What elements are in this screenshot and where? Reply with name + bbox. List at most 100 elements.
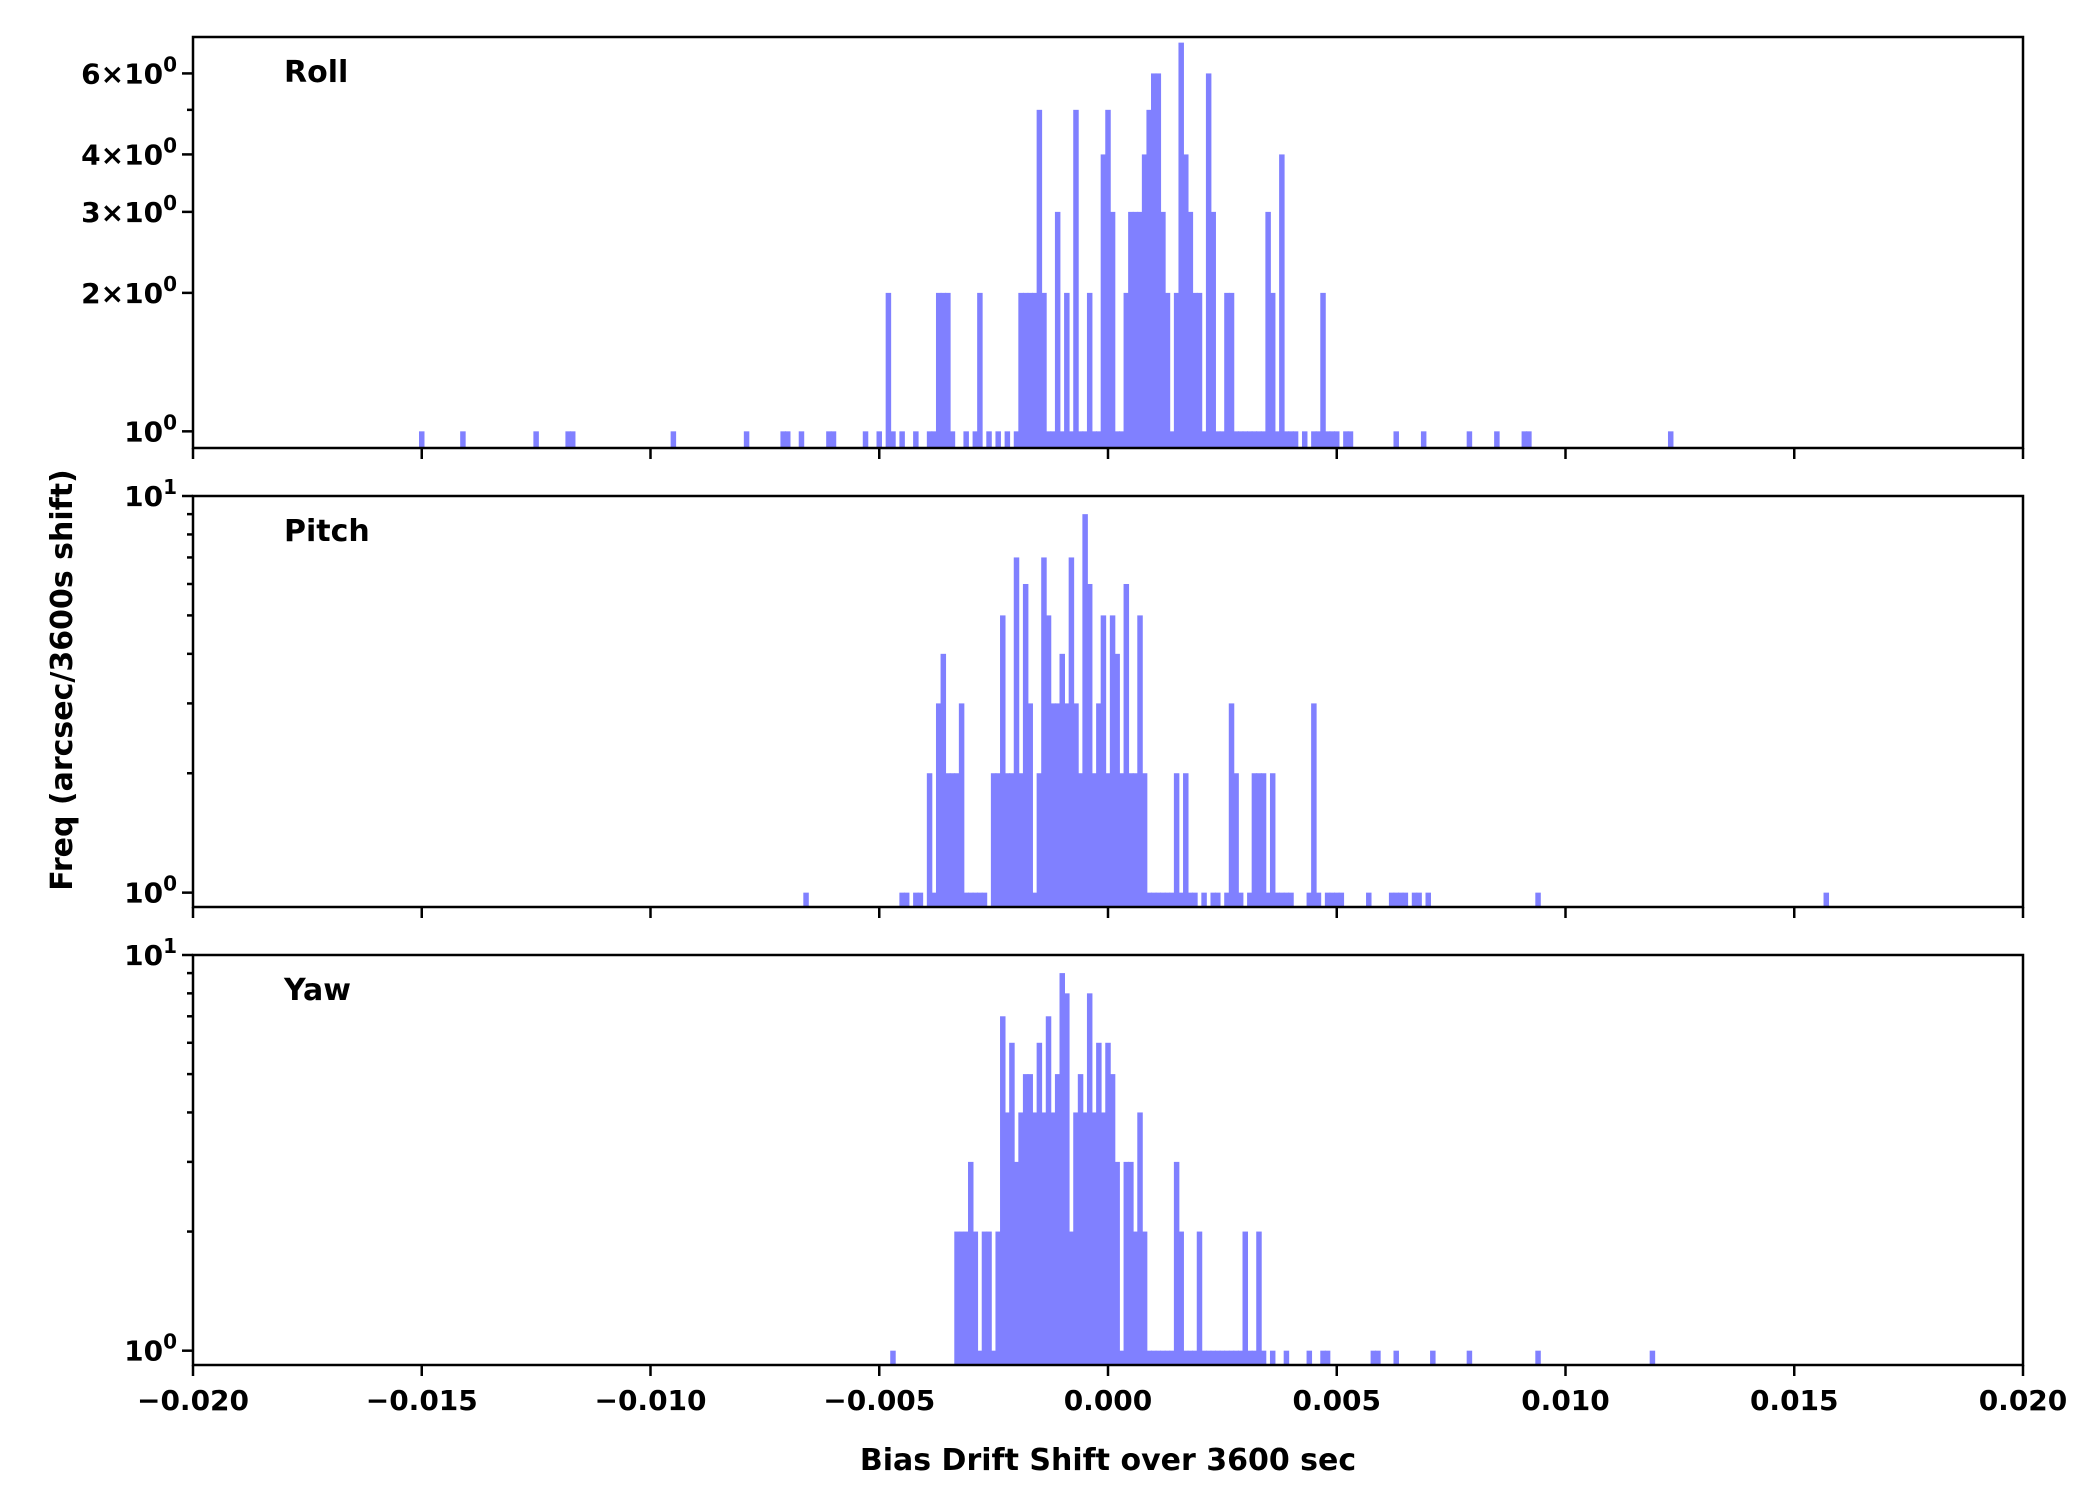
bar: [1192, 892, 1198, 907]
bar: [1320, 1350, 1326, 1365]
bar: [1036, 1042, 1043, 1365]
bar: [990, 773, 997, 907]
bar: [1237, 892, 1244, 907]
bar: [977, 292, 983, 448]
bar: [1375, 1350, 1381, 1365]
bar: [1196, 1231, 1203, 1365]
bar: [1004, 431, 1011, 448]
bar: [1091, 773, 1098, 907]
bar: [1036, 109, 1043, 448]
bar: [1004, 1112, 1011, 1365]
bar: [1137, 211, 1143, 448]
bar: [972, 1231, 979, 1365]
bar: [1151, 1350, 1157, 1365]
bar: [1224, 292, 1230, 448]
bar: [1073, 703, 1079, 907]
x-tick-label: 0.015: [1750, 1384, 1839, 1417]
bar: [1045, 615, 1052, 907]
bar: [1091, 431, 1098, 448]
bar: [981, 1231, 988, 1365]
bar: [899, 892, 905, 907]
bar: [1187, 1350, 1194, 1365]
bar: [1009, 1042, 1015, 1365]
bar: [1535, 1350, 1541, 1365]
y-tick-label: 2×100: [81, 272, 177, 310]
bar: [1215, 892, 1221, 907]
bar: [419, 431, 425, 448]
y-tick-label: 6×100: [81, 52, 177, 90]
bar: [1064, 703, 1070, 907]
bar: [1247, 892, 1253, 907]
bar: [972, 431, 979, 448]
bar: [1224, 1350, 1230, 1365]
bar: [977, 892, 983, 907]
bar: [1018, 1112, 1024, 1365]
bar: [1109, 1074, 1116, 1365]
bar: [1233, 431, 1239, 448]
bar: [743, 431, 750, 448]
bar: [1301, 431, 1308, 448]
bar: [1082, 431, 1088, 448]
bar: [1050, 1112, 1056, 1365]
bar: [1100, 615, 1107, 907]
bar: [1393, 892, 1399, 907]
bar: [1018, 292, 1024, 448]
bar: [1183, 154, 1189, 449]
bar: [1054, 211, 1061, 448]
bar: [1123, 292, 1130, 448]
bar: [990, 1350, 997, 1365]
x-tick-label: 0.005: [1292, 1384, 1381, 1417]
bar: [1283, 431, 1290, 448]
bar: [1178, 42, 1184, 448]
bar: [1068, 1231, 1075, 1365]
bar: [1233, 773, 1239, 907]
bar: [1114, 431, 1120, 448]
bar: [995, 1231, 1001, 1365]
bar: [798, 431, 805, 448]
bar: [1169, 431, 1175, 448]
bar: [1141, 1231, 1148, 1365]
bar: [1237, 1350, 1244, 1365]
bar: [977, 1350, 983, 1365]
bar: [963, 892, 969, 907]
bar: [1247, 431, 1253, 448]
bar: [1173, 292, 1180, 448]
bar: [1228, 703, 1235, 907]
bar: [803, 892, 809, 907]
bar: [1027, 1074, 1033, 1365]
bar: [1118, 773, 1125, 907]
bar: [830, 431, 837, 448]
panel-yaw: 100 101 −0.020 −0.015 −0.010 −0.005 0.000 0.005…: [124, 934, 2067, 1417]
bar: [1032, 1112, 1038, 1365]
bar: [1036, 773, 1043, 907]
bar: [1155, 892, 1162, 907]
bar: [1215, 431, 1221, 448]
bar: [899, 431, 905, 448]
bar: [1041, 557, 1047, 907]
bar: [1009, 773, 1015, 907]
bar: [1288, 431, 1294, 448]
bar: [885, 292, 892, 448]
bar: [1173, 773, 1180, 907]
bar: [1306, 892, 1313, 907]
bar: [1315, 892, 1322, 907]
bar: [1233, 1350, 1239, 1365]
bar: [1251, 431, 1258, 448]
bar: [986, 1231, 992, 1365]
bar: [1160, 1350, 1166, 1365]
bar: [1132, 211, 1139, 448]
bar: [1064, 993, 1070, 1365]
bar: [1086, 583, 1093, 907]
x-tick-label: 0.000: [1064, 1384, 1153, 1417]
bar: [1073, 1112, 1079, 1365]
bar: [1105, 109, 1111, 448]
bar: [1334, 431, 1340, 448]
bar: [1091, 1112, 1098, 1365]
bar: [1315, 431, 1322, 448]
bar: [1155, 73, 1162, 449]
bar: [1128, 773, 1134, 907]
bar: [1338, 892, 1345, 907]
bar: [1196, 292, 1203, 448]
bar: [917, 892, 924, 907]
bar: [1430, 1350, 1436, 1365]
